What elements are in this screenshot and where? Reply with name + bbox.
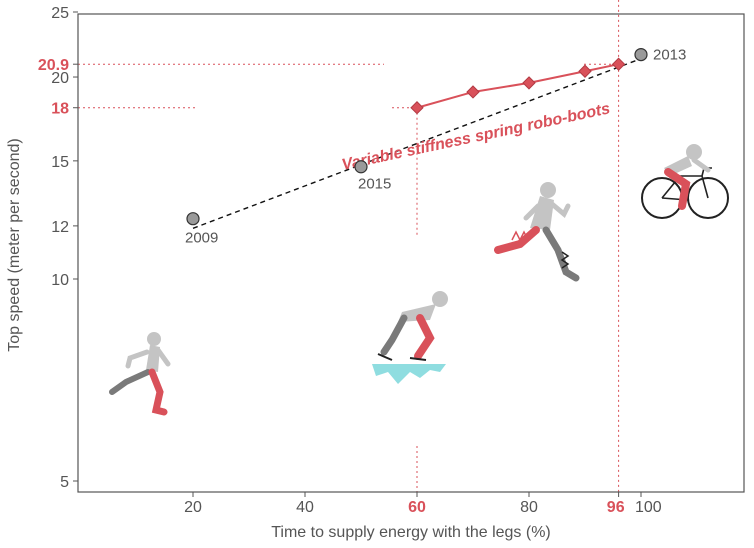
x-tick-label-40: 40 xyxy=(296,499,314,516)
illustrations xyxy=(109,144,729,416)
arm xyxy=(691,157,711,173)
point-label-2009: 2009 xyxy=(185,230,218,247)
series-marker xyxy=(410,101,424,115)
x-axis-ticks: 20 40 60 80 96 100 xyxy=(184,492,662,516)
head xyxy=(686,144,702,160)
front-leg xyxy=(414,314,435,360)
leg xyxy=(664,168,691,210)
runner-with-spring-boots-figure xyxy=(494,182,580,282)
x-tick-label-60: 60 xyxy=(408,499,426,516)
trend-line xyxy=(192,58,642,229)
boot-spring xyxy=(560,251,570,269)
ice xyxy=(372,364,446,384)
skates xyxy=(377,353,427,361)
series-marker xyxy=(466,85,480,99)
y-tick-label-18: 18 xyxy=(51,101,69,118)
y-tick-label-12: 12 xyxy=(51,219,69,236)
trend-line-dashed xyxy=(192,58,642,229)
point-2013 xyxy=(634,47,648,62)
back-leg xyxy=(109,369,151,395)
cyclist-figure xyxy=(641,144,729,219)
y-tick-label-5: 5 xyxy=(60,474,69,491)
arms xyxy=(523,201,571,221)
point-2009 xyxy=(186,212,200,226)
front-leg xyxy=(148,368,168,416)
sprinter-figure xyxy=(109,332,171,416)
plot-border xyxy=(77,13,745,493)
back-leg xyxy=(380,314,408,356)
x-tick-label-20: 20 xyxy=(184,499,202,516)
head xyxy=(432,291,448,307)
torso xyxy=(398,304,436,322)
head xyxy=(147,332,161,346)
back-leg xyxy=(494,226,540,254)
y-tick-label-25: 25 xyxy=(51,5,69,22)
reference-lines xyxy=(78,0,620,492)
front-leg xyxy=(542,226,580,282)
series-marker xyxy=(522,76,536,90)
series-marker xyxy=(578,64,592,78)
spring xyxy=(511,230,529,242)
y-tick-label-20: 20 xyxy=(51,70,69,87)
torso xyxy=(530,196,554,230)
x-tick-label-96: 96 xyxy=(607,499,625,516)
y-tick-label-20.9: 20.9 xyxy=(38,57,69,74)
data-points: 2009 2015 2013 xyxy=(185,47,686,247)
plot-frame xyxy=(77,13,745,493)
series-marker xyxy=(611,57,626,71)
y-axis-label: Top speed (meter per second) xyxy=(6,138,23,351)
x-tick-label-100: 100 xyxy=(635,499,662,516)
series-label: Variable stiffness spring robo-boots xyxy=(340,100,611,174)
y-tick-label-10: 10 xyxy=(51,272,69,289)
y-tick-label-15: 15 xyxy=(51,154,69,171)
x-axis-label: Time to supply energy with the legs (%) xyxy=(271,524,551,541)
head xyxy=(540,182,556,198)
speed-skater-figure xyxy=(372,291,448,384)
arms xyxy=(125,347,171,369)
x-tick-label-80: 80 xyxy=(520,499,538,516)
series-robo-boots: Variable stiffness spring robo-boots xyxy=(340,57,626,174)
point-label-2013: 2013 xyxy=(653,47,686,64)
point-label-2015: 2015 xyxy=(358,176,391,193)
point-2015 xyxy=(354,160,368,174)
